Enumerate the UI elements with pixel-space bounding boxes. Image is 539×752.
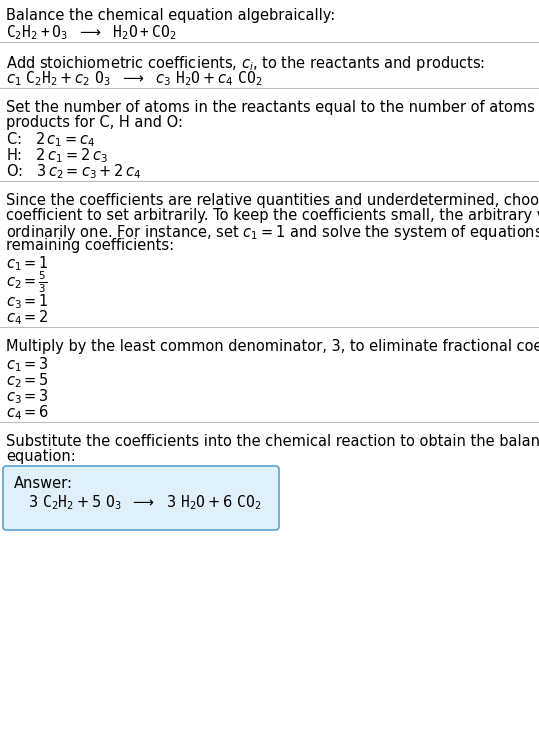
Text: Substitute the coefficients into the chemical reaction to obtain the balanced: Substitute the coefficients into the che…	[6, 434, 539, 449]
Text: $c_3 = 3$: $c_3 = 3$	[6, 387, 49, 405]
Text: Add stoichiometric coefficients, $c_i$, to the reactants and products:: Add stoichiometric coefficients, $c_i$, …	[6, 54, 485, 73]
Text: $\mathtt{C_2H_2 + O_3}$  $\longrightarrow$  $\mathtt{H_2O + CO_2}$: $\mathtt{C_2H_2 + O_3}$ $\longrightarrow…	[6, 23, 176, 41]
Text: $c_3 = 1$: $c_3 = 1$	[6, 292, 49, 311]
Text: $c_1\ \mathtt{C_2H_2} + c_2\ \mathtt{O_3}$  $\longrightarrow$  $c_3\ \mathtt{H_2: $c_1\ \mathtt{C_2H_2} + c_2\ \mathtt{O_3…	[6, 69, 262, 88]
Text: $c_2 = 5$: $c_2 = 5$	[6, 371, 49, 390]
Text: Set the number of atoms in the reactants equal to the number of atoms in the: Set the number of atoms in the reactants…	[6, 100, 539, 115]
Text: products for C, H and O:: products for C, H and O:	[6, 115, 183, 130]
Text: O:   $3\,c_2 = c_3 + 2\,c_4$: O: $3\,c_2 = c_3 + 2\,c_4$	[6, 162, 142, 180]
Text: ordinarily one. For instance, set $c_1 = 1$ and solve the system of equations fo: ordinarily one. For instance, set $c_1 =…	[6, 223, 539, 242]
Text: $c_1 = 3$: $c_1 = 3$	[6, 355, 49, 374]
Text: $3\ \mathtt{C_2H_2} + 5\ \mathtt{O_3}$  $\longrightarrow$  $3\ \mathtt{H_2O} + 6: $3\ \mathtt{C_2H_2} + 5\ \mathtt{O_3}$ $…	[28, 493, 261, 511]
Text: coefficient to set arbitrarily. To keep the coefficients small, the arbitrary va: coefficient to set arbitrarily. To keep …	[6, 208, 539, 223]
Text: equation:: equation:	[6, 449, 76, 464]
Text: Balance the chemical equation algebraically:: Balance the chemical equation algebraica…	[6, 8, 335, 23]
Text: Answer:: Answer:	[14, 476, 73, 491]
FancyBboxPatch shape	[3, 466, 279, 530]
Text: $c_2 = \frac{5}{3}$: $c_2 = \frac{5}{3}$	[6, 270, 47, 296]
Text: remaining coefficients:: remaining coefficients:	[6, 238, 174, 253]
Text: Multiply by the least common denominator, 3, to eliminate fractional coefficient: Multiply by the least common denominator…	[6, 339, 539, 354]
Text: H:   $2\,c_1 = 2\,c_3$: H: $2\,c_1 = 2\,c_3$	[6, 146, 108, 165]
Text: Since the coefficients are relative quantities and underdetermined, choose a: Since the coefficients are relative quan…	[6, 193, 539, 208]
Text: $c_1 = 1$: $c_1 = 1$	[6, 254, 49, 273]
Text: $c_4 = 6$: $c_4 = 6$	[6, 403, 50, 422]
Text: C:   $2\,c_1 = c_4$: C: $2\,c_1 = c_4$	[6, 130, 95, 149]
Text: $c_4 = 2$: $c_4 = 2$	[6, 308, 49, 326]
